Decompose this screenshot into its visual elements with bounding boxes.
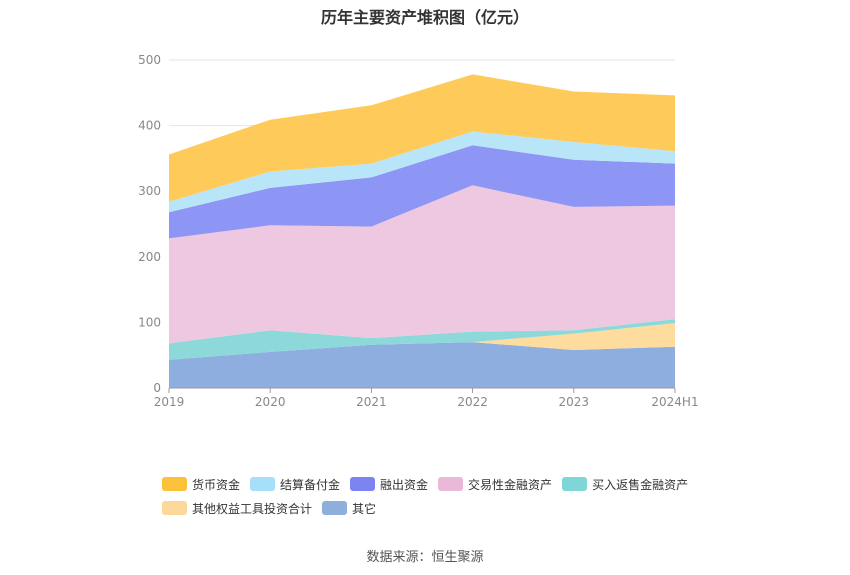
source-note: 数据来源：恒生聚源 [366, 550, 484, 565]
legend-label: 结算备付金 [280, 477, 341, 492]
y-tick-label: 100 [138, 315, 161, 329]
legend-item-other[interactable]: 其它 [322, 500, 376, 517]
area-series-融出资金 [169, 145, 675, 239]
legend-swatch [350, 477, 376, 491]
legend-label: 买入返售金融资产 [592, 477, 689, 492]
legend-item-cash[interactable]: 货币资金 [162, 476, 240, 493]
x-tick-label: 2023 [559, 395, 590, 409]
legend-swatch [162, 501, 187, 515]
y-tick-label: 300 [138, 184, 161, 198]
legend: 货币资金 结算备付金 融出资金 交易性金融资产 买入返售金融资产 其他权益工具投… [162, 472, 722, 520]
area-series-其它 [169, 342, 675, 388]
x-tick-label: 2019 [154, 395, 185, 409]
legend-swatch [322, 501, 348, 515]
legend-row-2: 其他权益工具投资合计 其它 [162, 496, 722, 520]
legend-item-margin-financing[interactable]: 融出资金 [350, 476, 428, 493]
x-tick-label: 2021 [356, 395, 387, 409]
chart-title: 历年主要资产堆积图（亿元） [320, 8, 529, 27]
legend-item-trading-assets[interactable]: 交易性金融资产 [438, 476, 552, 493]
area-series [169, 74, 675, 388]
area-series-结算备付金 [169, 131, 675, 213]
y-tick-label: 500 [138, 53, 161, 67]
legend-swatch [438, 477, 464, 491]
legend-item-settlement-reserve[interactable]: 结算备付金 [250, 476, 340, 493]
legend-label: 交易性金融资产 [468, 477, 553, 492]
legend-label: 货币资金 [192, 477, 241, 492]
legend-swatch [562, 477, 588, 491]
legend-item-reverse-repo[interactable]: 买入返售金融资产 [562, 476, 688, 493]
legend-item-other-equity-instruments[interactable]: 其他权益工具投资合计 [162, 500, 312, 517]
legend-label: 其他权益工具投资合计 [192, 501, 313, 516]
y-tick-label: 400 [138, 119, 161, 133]
x-tick-label: 2020 [255, 395, 286, 409]
x-tick-label: 2024H1 [651, 395, 698, 409]
legend-label: 其它 [352, 501, 377, 516]
legend-row-1: 货币资金 结算备付金 融出资金 交易性金融资产 买入返售金融资产 [162, 472, 722, 496]
axes: 0 100 200 300 400 500 2019 2020 2021 2022 2023 2024… [138, 53, 699, 409]
area-series-货币资金 [169, 74, 675, 202]
x-tick-label: 2022 [457, 395, 488, 409]
y-tick-label: 0 [153, 381, 161, 395]
area-series-交易性金融资产 [169, 185, 675, 344]
area-series-其他权益工具投资合计 [169, 323, 675, 360]
stacked-area-chart: 0 100 200 300 400 500 2019 2020 2021 2022 2023 2024… [138, 53, 699, 409]
y-tick-label: 200 [138, 250, 161, 264]
legend-swatch [250, 477, 276, 491]
legend-swatch [162, 477, 187, 491]
legend-label: 融出资金 [380, 477, 429, 492]
area-series-买入返售金融资产 [169, 319, 675, 360]
